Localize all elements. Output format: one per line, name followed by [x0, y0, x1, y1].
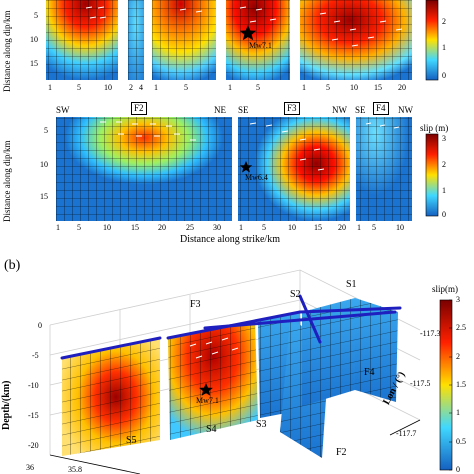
panel-label: (b) [4, 258, 21, 273]
direction-label: SW [56, 105, 70, 115]
top-y-tick: 5 [34, 11, 38, 20]
top-x-tick: 1 [228, 83, 232, 92]
direction-label: NE [214, 105, 226, 115]
top-x-tick: 1 [154, 83, 158, 92]
lon-tick: -117.7 [396, 429, 417, 438]
lat-tick: 36 [26, 463, 34, 472]
lon-tick: -117.5 [410, 379, 431, 388]
middle-x-tick: 1 [56, 223, 60, 232]
fault-label: S4 [206, 424, 217, 435]
bottom-colorbar-tick: 1.5 [456, 380, 466, 389]
middle-colorbar-tick: 2 [442, 160, 446, 169]
middle-colorbar-tick: 1 [442, 186, 446, 195]
top-x-tick: 20 [398, 83, 406, 92]
top-slip-maps [46, 0, 439, 81]
epicenter-star-icon [239, 25, 257, 41]
z-tick: -10 [28, 381, 39, 390]
z-axis-label: Depth/(km) [1, 380, 12, 430]
top-y-tick: 15 [30, 59, 38, 68]
middle-x-tick: 10 [103, 223, 111, 232]
top-y-axis-label: Distance along dip/km [2, 10, 12, 92]
bottom-colorbar-tick: 0 [456, 465, 460, 474]
bottom-colorbar-tick: 1 [456, 408, 460, 417]
fault-label: F2 [336, 447, 347, 458]
bottom-colorbar-tick: 2 [456, 352, 460, 361]
fault-tag-f4: F4 [373, 102, 389, 115]
top-colorbar-tick: 0 [442, 71, 446, 80]
direction-label: NW [398, 105, 413, 115]
direction-label: SE [238, 105, 249, 115]
middle-x-axis-label: Distance along strike/km [180, 234, 280, 245]
middle-x-tick: 5 [372, 223, 376, 232]
direction-label: NW [332, 105, 347, 115]
fault-label: S3 [256, 419, 267, 430]
middle-x-tick: 15 [131, 223, 139, 232]
middle-y-axis-label: Distance along dip/km [2, 140, 12, 222]
direction-label: SE [355, 105, 366, 115]
middle-x-tick: 30 [213, 223, 221, 232]
middle-x-tick: 20 [338, 223, 346, 232]
fault-label: S2 [290, 289, 301, 300]
z-tick: -20 [28, 441, 39, 450]
z-tick: 0 [38, 321, 42, 330]
middle-x-tick: 20 [158, 223, 166, 232]
top-x-tick: 5 [184, 83, 188, 92]
fault-label: F3 [190, 299, 201, 310]
top-x-tick: 10 [350, 83, 358, 92]
top-x-tick: 1 [48, 83, 52, 92]
bottom-epicenter-label: Mw7.1 [196, 396, 219, 405]
fault-label: S1 [346, 279, 357, 290]
middle-x-tick: 5 [262, 223, 266, 232]
top-epicenter-label: Mw7.1 [249, 41, 272, 50]
middle-x-tick: 1 [239, 223, 243, 232]
middle-x-tick: 10 [288, 223, 296, 232]
middle-epicenter-label: Mw6.4 [245, 173, 268, 182]
top-colorbar-tick: 2 [442, 17, 446, 26]
top-x-tick: 1 [302, 83, 306, 92]
z-tick: -5 [32, 351, 39, 360]
top-x-tick: 4 [139, 83, 143, 92]
fault-label: F4 [364, 367, 375, 378]
fault-label: S5 [126, 435, 137, 446]
middle-colorbar-tick: 3 [442, 134, 446, 143]
top-x-tick: 5 [256, 83, 260, 92]
top-x-tick: 5 [77, 83, 81, 92]
bottom-colorbar-tick: 0.5 [456, 437, 466, 446]
lat-tick: 35.8 [68, 465, 82, 474]
middle-y-tick: 10 [40, 160, 48, 169]
middle-x-tick: 1 [357, 223, 361, 232]
middle-colorbar-tick: 0 [442, 210, 446, 219]
fault-tag-f2: F2 [131, 102, 147, 115]
middle-colorbar-title: slip (m) [420, 123, 449, 133]
middle-x-tick: 15 [314, 223, 322, 232]
middle-x-tick: 5 [77, 223, 81, 232]
top-x-tick: 15 [374, 83, 382, 92]
fault-tag-f3: F3 [284, 102, 300, 115]
top-x-tick: 10 [104, 83, 112, 92]
middle-x-tick: 25 [186, 223, 194, 232]
top-y-tick: 10 [30, 35, 38, 44]
epicenter-star-icon [239, 161, 253, 173]
lon-tick: -117.3 [420, 329, 441, 338]
top-colorbar-tick: 1 [442, 43, 446, 52]
z-tick: -15 [28, 411, 39, 420]
middle-slip-maps [56, 117, 439, 221]
top-x-tick: 2 [129, 83, 133, 92]
fault-3d-model [49, 269, 453, 474]
bottom-colorbar-tick: 2.5 [456, 323, 466, 332]
epicenter-star-icon [199, 383, 213, 396]
middle-x-tick: 10 [396, 223, 404, 232]
top-x-tick: 5 [326, 83, 330, 92]
bottom-colorbar-tick: 3 [456, 295, 460, 304]
bottom-colorbar-title: slip(m) [432, 284, 458, 294]
middle-y-tick: 5 [44, 126, 48, 135]
middle-y-tick: 15 [40, 192, 48, 201]
